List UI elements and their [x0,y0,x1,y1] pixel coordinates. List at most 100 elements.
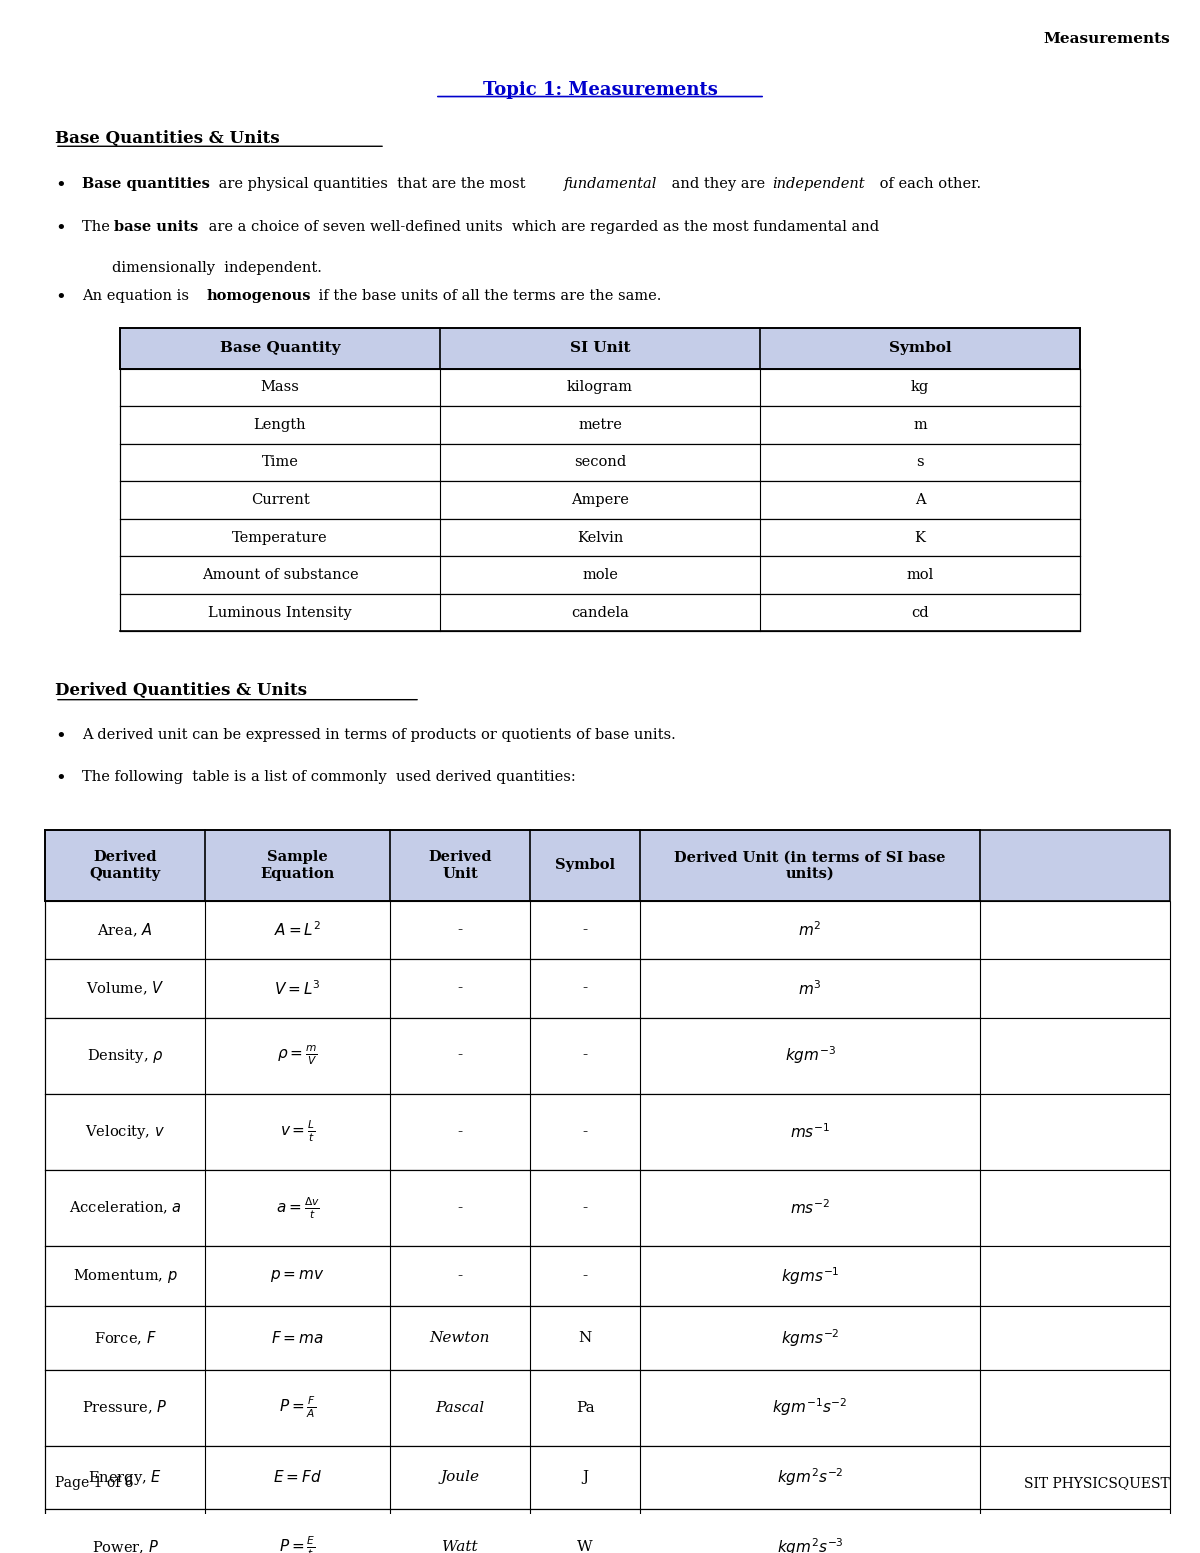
Text: Page 1 of 6: Page 1 of 6 [55,1475,133,1489]
FancyBboxPatch shape [46,1510,1170,1553]
Text: fundamental: fundamental [564,177,658,191]
Text: $v = \frac{L}{t}$: $v = \frac{L}{t}$ [280,1118,316,1145]
Text: Symbol: Symbol [554,859,616,873]
FancyBboxPatch shape [120,481,1080,519]
Text: Length: Length [253,418,306,432]
Text: Base quantities: Base quantities [82,177,210,191]
FancyBboxPatch shape [46,1017,1170,1093]
Text: Kelvin: Kelvin [577,531,623,545]
FancyBboxPatch shape [120,556,1080,593]
Text: kg: kg [911,380,929,394]
Text: •: • [55,289,66,306]
FancyBboxPatch shape [120,407,1080,444]
Text: Mass: Mass [260,380,300,394]
Text: K: K [914,531,925,545]
Text: -: - [457,1048,462,1062]
Text: metre: metre [578,418,622,432]
Text: of each other.: of each other. [875,177,982,191]
Text: Force, $F$: Force, $F$ [94,1329,156,1346]
Text: SI Unit: SI Unit [570,342,630,356]
Text: Luminous Intensity: Luminous Intensity [208,606,352,620]
Text: $ms^{-1}$: $ms^{-1}$ [790,1123,830,1141]
Text: Derived
Unit: Derived Unit [428,851,492,881]
Text: -: - [457,1200,462,1214]
Text: $kgms^{-1}$: $kgms^{-1}$ [781,1266,839,1287]
Text: and they are: and they are [667,177,769,191]
Text: •: • [55,221,66,238]
FancyBboxPatch shape [120,368,1080,407]
Text: W: W [577,1541,593,1553]
Text: independent: independent [772,177,865,191]
Text: candela: candela [571,606,629,620]
Text: Pa: Pa [576,1401,594,1415]
Text: mol: mol [906,568,934,582]
Text: homogenous: homogenous [206,289,312,303]
Text: SIT PHYSICSQUEST: SIT PHYSICSQUEST [1025,1475,1170,1489]
Text: second: second [574,455,626,469]
Text: -: - [582,1269,588,1283]
Text: cd: cd [911,606,929,620]
FancyBboxPatch shape [46,831,1170,901]
Text: Time: Time [262,455,299,469]
Text: Joule: Joule [440,1471,480,1485]
Text: $P = \frac{E}{t}$: $P = \frac{E}{t}$ [280,1534,316,1553]
Text: Power, $P$: Power, $P$ [91,1539,158,1553]
Text: m: m [913,418,926,432]
Text: -: - [457,922,462,936]
Text: $m^2$: $m^2$ [798,921,822,940]
Text: Ampere: Ampere [571,492,629,506]
Text: are physical quantities  that are the most: are physical quantities that are the mos… [214,177,530,191]
Text: -: - [457,1124,462,1138]
Text: A: A [914,492,925,506]
Text: Base Quantities & Units: Base Quantities & Units [55,130,280,146]
Text: $kgms^{-2}$: $kgms^{-2}$ [781,1328,839,1348]
Text: Symbol: Symbol [889,342,952,356]
Text: •: • [55,770,66,787]
Text: Topic 1: Measurements: Topic 1: Measurements [482,81,718,99]
FancyBboxPatch shape [46,1370,1170,1446]
Text: $E = Fd$: $E = Fd$ [274,1469,322,1485]
Text: $kgm^{-1}s^{-2}$: $kgm^{-1}s^{-2}$ [773,1396,847,1418]
Text: -: - [582,922,588,936]
Text: •: • [55,728,66,745]
Text: Current: Current [251,492,310,506]
Text: $P = \frac{F}{A}$: $P = \frac{F}{A}$ [278,1395,316,1421]
Text: Pressure, $P$: Pressure, $P$ [82,1399,168,1416]
Text: Watt: Watt [442,1541,478,1553]
Text: $V = L^3$: $V = L^3$ [274,978,320,997]
Text: -: - [457,981,462,995]
Text: -: - [582,1124,588,1138]
Text: •: • [55,177,66,194]
FancyBboxPatch shape [46,901,1170,960]
Text: Energy, $E$: Energy, $E$ [88,1468,162,1486]
Text: $F = ma$: $F = ma$ [271,1329,324,1346]
Text: Acceleration, $a$: Acceleration, $a$ [68,1199,181,1216]
FancyBboxPatch shape [46,1169,1170,1246]
Text: mole: mole [582,568,618,582]
Text: $p = mv$: $p = mv$ [270,1267,325,1284]
Text: dimensionally  independent.: dimensionally independent. [112,261,322,275]
FancyBboxPatch shape [46,960,1170,1017]
Text: $ms^{-2}$: $ms^{-2}$ [790,1199,830,1218]
Text: if the base units of all the terms are the same.: if the base units of all the terms are t… [314,289,661,303]
Text: Derived Quantities & Units: Derived Quantities & Units [55,682,307,699]
FancyBboxPatch shape [46,1093,1170,1169]
Text: Area, $A$: Area, $A$ [97,921,152,938]
Text: Newton: Newton [430,1331,491,1345]
Text: $kgm^2s^{-3}$: $kgm^2s^{-3}$ [776,1536,844,1553]
Text: -: - [582,1200,588,1214]
Text: The following  table is a list of commonly  used derived quantities:: The following table is a list of commonl… [82,770,576,784]
Text: Measurements: Measurements [1043,33,1170,47]
Text: Base Quantity: Base Quantity [220,342,341,356]
Text: The: The [82,221,114,235]
FancyBboxPatch shape [46,1306,1170,1370]
FancyBboxPatch shape [120,519,1080,556]
Text: -: - [457,1269,462,1283]
Text: Velocity, $v$: Velocity, $v$ [85,1123,164,1140]
Text: J: J [582,1471,588,1485]
Text: $A = L^2$: $A = L^2$ [274,921,322,940]
Text: -: - [582,1048,588,1062]
Text: $\rho = \frac{m}{V}$: $\rho = \frac{m}{V}$ [277,1044,318,1067]
Text: Derived Unit (in terms of SI base
units): Derived Unit (in terms of SI base units) [674,851,946,881]
FancyBboxPatch shape [120,444,1080,481]
